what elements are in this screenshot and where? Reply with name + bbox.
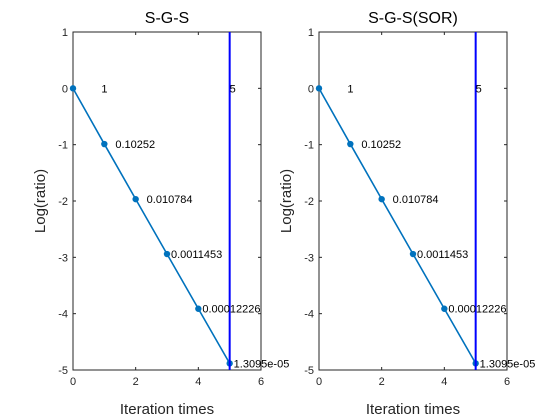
x-tick-label: 4 [195, 376, 201, 388]
y-tick-label: -4 [304, 309, 314, 321]
point-label: 1 [347, 83, 353, 95]
y-tick-label: -2 [304, 196, 314, 208]
y-tick-label: -1 [304, 140, 314, 152]
x-axis-label: Iteration times [120, 401, 214, 418]
x-tick-label: 0 [70, 376, 76, 388]
y-tick-label: -2 [58, 196, 68, 208]
data-point [315, 85, 323, 92]
point-label: 0.00012226 [202, 304, 260, 316]
y-axis-label: Log(ratio) [32, 169, 49, 233]
point-label: 0.00012226 [448, 304, 506, 316]
y-tick-label: -4 [58, 309, 68, 321]
data-point [409, 250, 417, 258]
point-label: 0.0011453 [417, 249, 468, 261]
y-axis-label: Log(ratio) [278, 169, 295, 233]
data-point [163, 250, 171, 258]
point-label: 0.010784 [393, 194, 439, 206]
data-point [347, 140, 354, 148]
x-tick-label: 6 [258, 376, 264, 388]
series-line [72, 87, 231, 364]
data-point [101, 140, 108, 148]
data-point [69, 85, 77, 92]
vertical-marker-label: 5 [476, 83, 482, 95]
point-label: 0.0011453 [171, 249, 222, 261]
data-point [132, 195, 139, 203]
chart-title: S-G-S(SOR) [368, 10, 458, 27]
x-tick-label: 4 [441, 376, 447, 388]
vertical-marker-label: 5 [230, 83, 236, 95]
chart-panel-2: 10-1-2-3-4-50 2 4 6S-G-S(SOR)Iteration time… [278, 10, 535, 418]
y-tick-label: -3 [304, 252, 314, 264]
point-label: 1.3095e-05 [480, 358, 536, 370]
point-label: 1 [101, 83, 107, 95]
chart-title: S-G-S [145, 10, 189, 27]
point-label: 0.010784 [147, 194, 193, 206]
point-label: 1.3095e-05 [234, 358, 290, 370]
point-label: 0.10252 [361, 139, 401, 151]
y-tick-label: -5 [304, 365, 314, 377]
x-tick-label: 2 [379, 376, 385, 388]
data-point [378, 195, 385, 203]
y-tick-label: -5 [58, 365, 68, 377]
data-point [441, 305, 448, 312]
y-tick-label: 1 [62, 27, 68, 39]
x-tick-label: 0 [316, 376, 322, 388]
y-tick-label: -3 [58, 252, 68, 264]
y-tick-label: 0 [62, 83, 68, 95]
x-tick-label: 6 [504, 376, 510, 388]
series-line [318, 87, 477, 364]
point-label: 0.10252 [115, 139, 155, 151]
y-tick-label: 0 [308, 83, 314, 95]
y-tick-label: -1 [58, 140, 68, 152]
x-axis-label: Iteration times [366, 401, 460, 418]
x-tick-label: 2 [133, 376, 139, 388]
data-point [195, 305, 202, 312]
y-tick-label: 1 [308, 27, 314, 39]
